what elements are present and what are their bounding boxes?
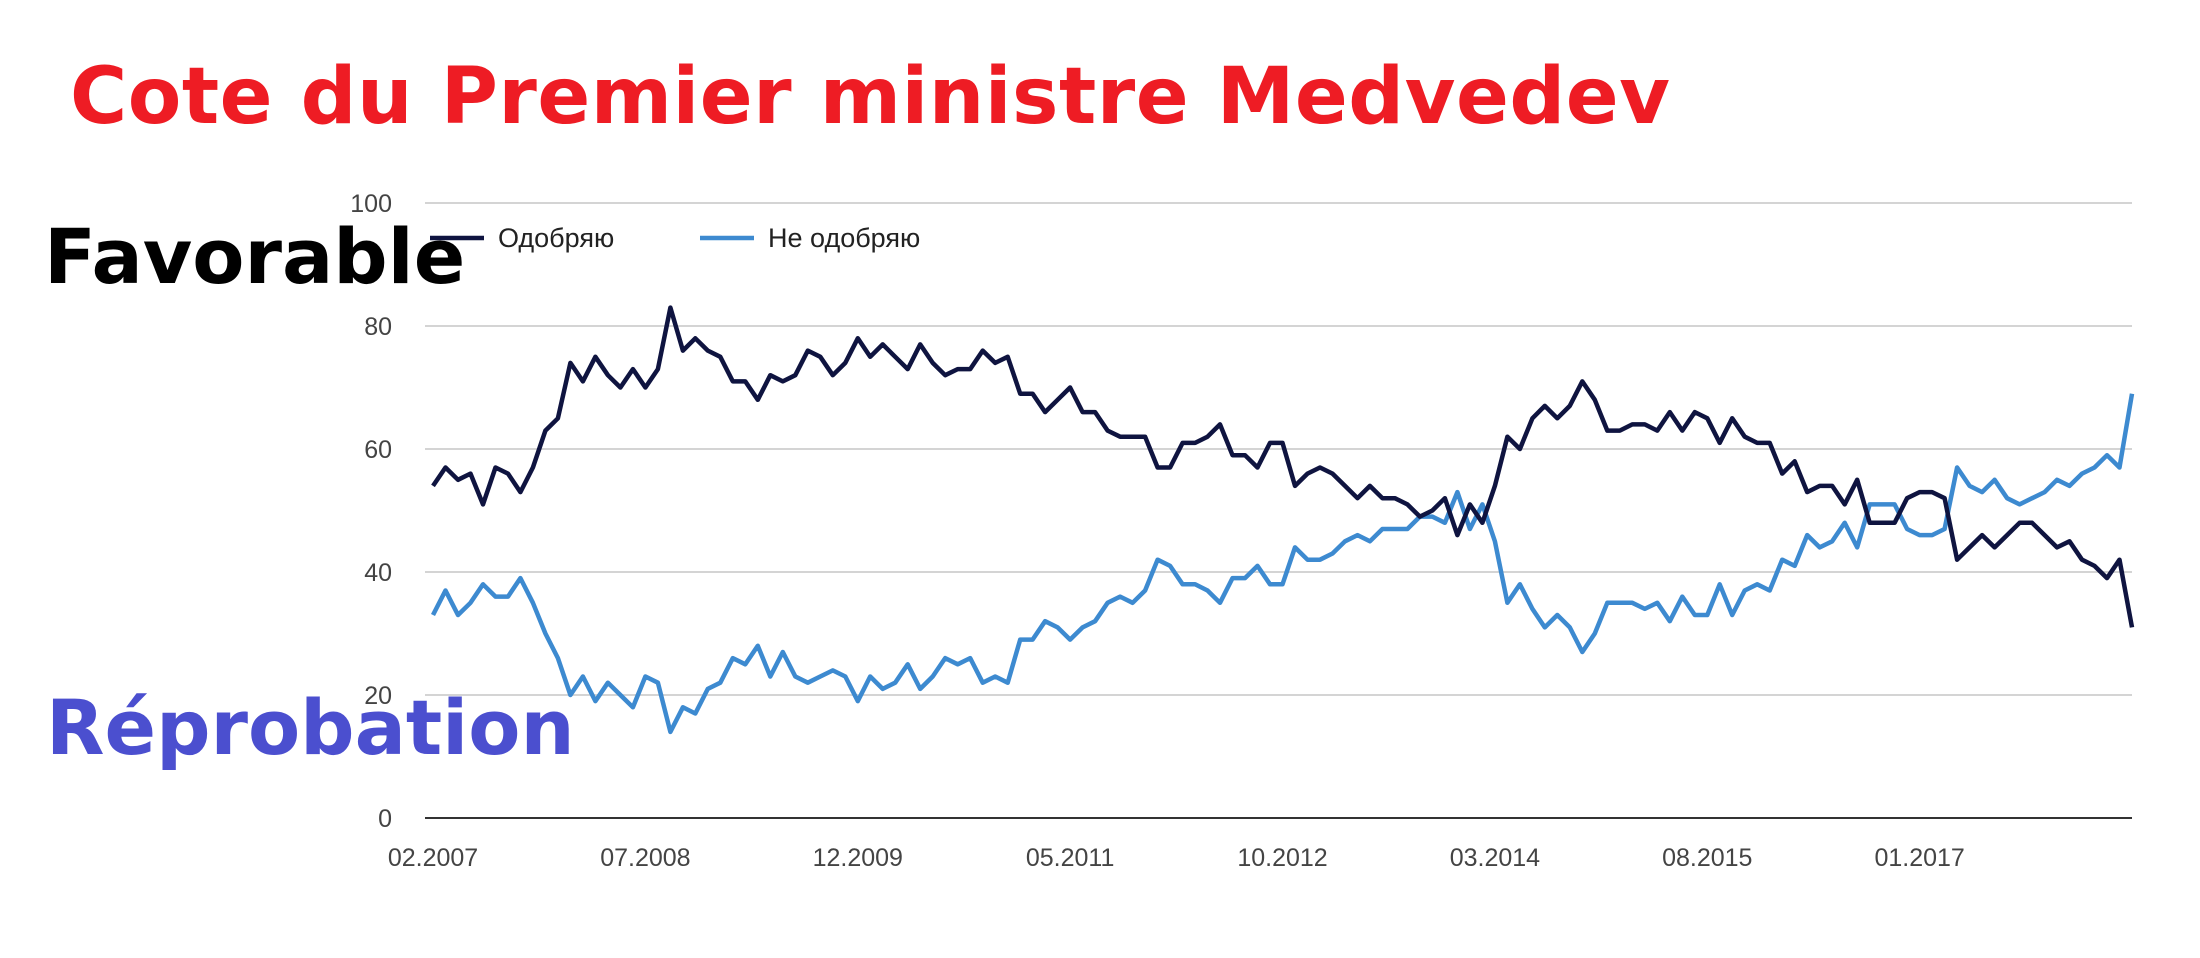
y-tick-label: 60 [364,436,392,464]
x-tick-label: 12.2009 [813,844,903,872]
legend: Одобряю Не одобряю [430,223,920,253]
y-tick-label: 0 [378,805,392,833]
approval-series-line [431,305,2135,628]
x-axis-ticks: 02.2007 07.2008 12.2009 05.2011 10.2012 03.20… [388,844,1965,872]
x-tick-label: 03.2014 [1450,844,1540,872]
headline: Cote du Premier ministre Medvedev [70,52,1671,142]
y-tick-label: 40 [364,559,392,587]
favorable-label: Favorable [44,212,466,301]
y-tick-label: 80 [364,313,392,341]
disapproval-series-line [430,393,2135,735]
disapproval-label: Réprobation [46,683,575,772]
y-tick-label: 100 [350,190,392,218]
x-tick-label: 02.2007 [388,844,478,872]
gridlines [425,202,2132,696]
y-axis-ticks: 0 20 40 60 80 100 [350,190,392,833]
x-tick-label: 07.2008 [600,844,690,872]
x-tick-label: 10.2012 [1237,844,1327,872]
x-tick-label: 05.2011 [1026,844,1115,872]
y-tick-label: 20 [364,682,392,710]
legend-approve-label: Одобряю [498,223,614,253]
legend-disapprove-label: Не одобряю [768,223,920,253]
x-tick-label: 08.2015 [1662,844,1752,872]
series-lines [430,305,2135,735]
x-tick-label: 01.2017 [1874,844,1964,872]
